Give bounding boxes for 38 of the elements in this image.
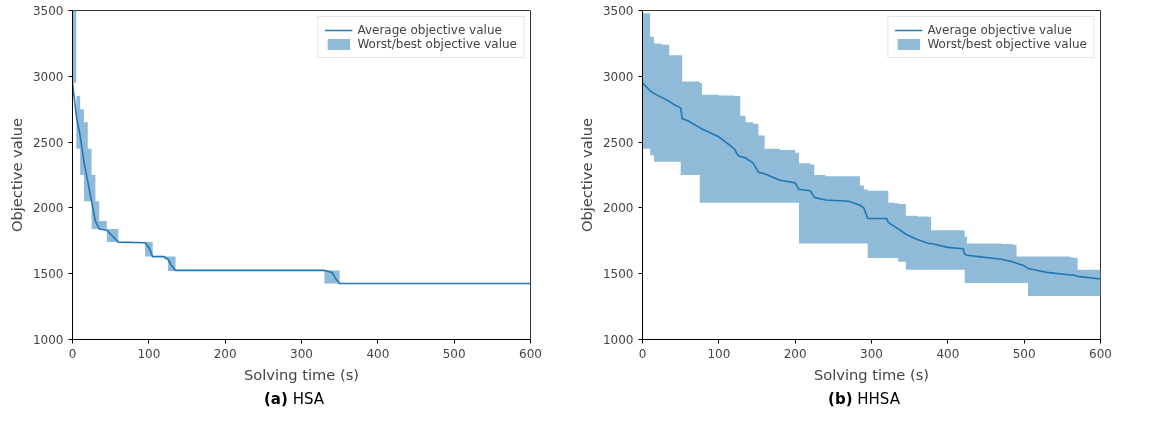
y-tick-label: 3500 (602, 4, 634, 18)
legend-label: Average objective value (357, 23, 502, 37)
x-tick-label: 100 (137, 346, 161, 361)
x-axis-title: Solving time (s) (243, 365, 360, 383)
x-tick-label: 400 (366, 346, 390, 361)
y-tick-label: 2000 (602, 201, 634, 216)
y-tick-label: 2500 (602, 135, 634, 150)
y-axis-title: Objective value (7, 117, 25, 233)
y-tick-label: 2000 (32, 201, 64, 216)
y-tick-label: 1500 (32, 267, 64, 282)
x-tick-label: 600 (1089, 346, 1112, 361)
y-tick-label: 3500 (32, 4, 64, 18)
text: (a) HSA (263, 389, 325, 410)
legend-label: Average objective value (927, 23, 1072, 37)
x-tick-label: 200 (213, 346, 237, 361)
x-tick-label: 300 (290, 346, 313, 361)
y-tick-label: 3000 (602, 69, 634, 84)
line-series (642, 82, 1101, 280)
x-tick-label: 500 (1012, 346, 1036, 361)
x-tick-label: 100 (707, 346, 731, 361)
text: (b) HHSA (827, 389, 901, 410)
legend-label: Worst/best objective value (357, 37, 517, 51)
x-tick-label: 400 (936, 346, 960, 361)
y-tick-label: 2500 (32, 135, 64, 150)
y-tick-label: 1000 (32, 333, 64, 347)
y-tick-label: 1500 (602, 267, 634, 282)
y-tick-label: 3000 (32, 69, 64, 84)
x-tick-label: 0 (68, 346, 77, 361)
y-axis-title: Objective value (577, 117, 595, 233)
x-tick-label: 300 (860, 346, 883, 361)
x-tick-label: 0 (638, 346, 647, 361)
y-tick-label: 1000 (602, 333, 634, 347)
x-tick-label: 200 (783, 346, 807, 361)
x-tick-label: 600 (519, 346, 542, 361)
legend-label: Worst/best objective value (927, 37, 1087, 51)
x-tick-label: 500 (442, 346, 466, 361)
line-series (72, 82, 531, 285)
x-axis-title: Solving time (s) (813, 365, 930, 383)
